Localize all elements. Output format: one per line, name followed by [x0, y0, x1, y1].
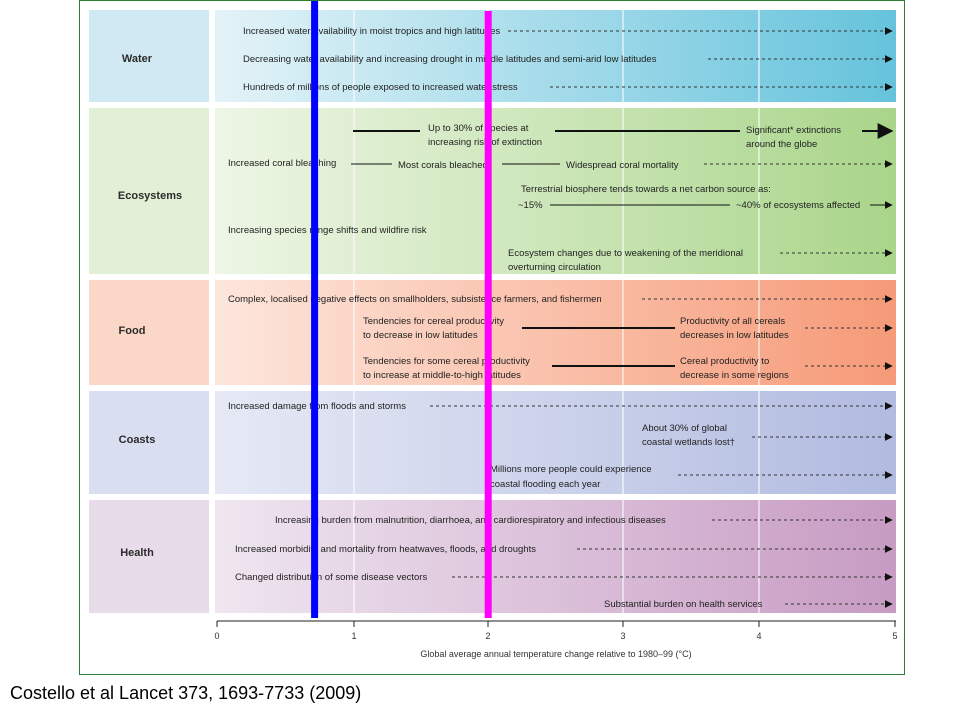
water-impact-2: Decreasing water availability and increa… — [243, 54, 657, 65]
food-cereal-all-1: Productivity of all cereals — [680, 316, 785, 327]
axis-tick-4: 4 — [756, 631, 761, 641]
health-row — [215, 500, 896, 613]
eco-coral-mortality: Widespread coral mortality — [566, 160, 679, 171]
axis-tick-1: 1 — [351, 631, 356, 641]
food-cereal-mid-1: Tendencies for some cereal productivity — [363, 356, 530, 367]
temperature-axis: 0 1 2 3 4 5 Global average annual temper… — [214, 620, 898, 659]
health-impact-3: Changed distribution of some disease vec… — [235, 572, 427, 583]
category-coasts: Coasts — [119, 434, 156, 446]
water-impacts: Increased water availability in moist tr… — [243, 26, 893, 93]
water-row — [215, 10, 896, 102]
coasts-row — [215, 391, 896, 494]
food-row — [215, 280, 896, 385]
category-water: Water — [122, 53, 153, 65]
eco-meridional-2: overturning circulation — [508, 262, 601, 273]
food-cereal-low-2: to decrease in low latitudes — [363, 330, 478, 341]
food-cereal-decrease-1: Cereal productivity to — [680, 356, 769, 367]
category-food: Food — [119, 325, 146, 337]
axis-label: Global average annual temperature change… — [420, 649, 691, 659]
coasts-people-2: coastal flooding each year — [490, 479, 600, 490]
eco-most-corals: Most corals bleached — [398, 160, 488, 171]
eco-meridional-1: Ecosystem changes due to weakening of th… — [508, 248, 743, 259]
water-label-box — [89, 10, 209, 102]
food-smallholders: Complex, localised negative effects on s… — [228, 294, 602, 305]
ecosystems-impacts: Up to 30% of species at increasing risk … — [228, 123, 894, 273]
coasts-wetlands-1: About 30% of global — [642, 423, 727, 434]
coasts-label-box — [89, 391, 209, 494]
water-impact-1: Increased water availability in moist tr… — [243, 26, 500, 37]
food-cereal-decrease-2: decrease in some regions — [680, 370, 789, 381]
category-ecosystems: Ecosystems — [118, 190, 182, 202]
food-impacts: Complex, localised negative effects on s… — [228, 294, 893, 381]
magenta-temperature-marker — [484, 11, 492, 618]
eco-species-risk-1: Up to 30% of species at — [428, 123, 529, 134]
blue-temperature-marker — [311, 1, 319, 618]
eco-extinctions-1: Significant* extinctions — [746, 125, 841, 136]
citation: Costello et al Lancet 373, 1693-7733 (20… — [10, 683, 362, 703]
health-impact-2: Increased morbidity and mortality from h… — [235, 544, 536, 555]
food-cereal-low-1: Tendencies for cereal productivity — [363, 316, 504, 327]
category-health: Health — [120, 547, 154, 559]
impacts-diagram: Water Ecosystems Food Coasts Health Incr… — [89, 1, 898, 659]
figure-frame: Water Ecosystems Food Coasts Health Incr… — [79, 0, 905, 675]
axis-tick-5: 5 — [892, 631, 897, 641]
eco-range-shifts: Increasing species range shifts and wild… — [228, 225, 427, 236]
food-cereal-all-2: decreases in low latitudes — [680, 330, 789, 341]
food-label-box — [89, 280, 209, 385]
eco-biosphere: Terrestrial biosphere tends towards a ne… — [521, 184, 771, 195]
health-impact-4: Substantial burden on health services — [604, 599, 763, 610]
food-cereal-mid-2: to increase at middle-to-high latitudes — [363, 370, 521, 381]
coasts-people-1: Millions more people could experience — [490, 464, 652, 475]
axis-tick-3: 3 — [620, 631, 625, 641]
axis-tick-2: 2 — [485, 631, 490, 641]
health-impact-1: Increasing burden from malnutrition, dia… — [275, 515, 666, 526]
health-label-box — [89, 500, 209, 613]
health-impacts: Increasing burden from malnutrition, dia… — [235, 515, 893, 610]
axis-tick-0: 0 — [214, 631, 219, 641]
eco-biosphere-15: ~15% — [518, 200, 543, 211]
eco-extinctions-2: around the globe — [746, 139, 817, 150]
eco-biosphere-40: ~40% of ecosystems affected — [736, 200, 860, 211]
eco-coral-bleaching: Increased coral bleaching — [228, 158, 336, 169]
water-impact-3: Hundreds of millions of people exposed t… — [243, 82, 518, 93]
ecosystems-label-box — [89, 108, 209, 274]
ecosystems-row — [215, 108, 896, 274]
coasts-wetlands-2: coastal wetlands lost† — [642, 437, 735, 448]
